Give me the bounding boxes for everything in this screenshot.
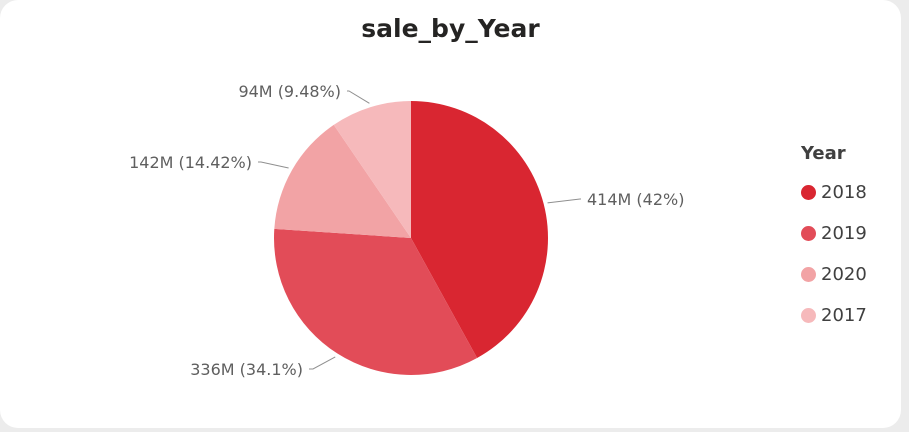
legend-label: 2017 xyxy=(821,305,867,326)
legend-item-2018[interactable]: 2018 xyxy=(801,172,867,213)
legend-items: 2018 2019 2020 2017 xyxy=(801,172,867,336)
legend: Year 2018 2019 2020 2017 xyxy=(801,143,867,336)
data-label-2018: 414M (42%) xyxy=(587,190,684,209)
data-label-2019: 336M (34.1%) xyxy=(190,360,303,379)
legend-item-2019[interactable]: 2019 xyxy=(801,213,867,254)
legend-swatch xyxy=(801,226,816,241)
legend-item-2020[interactable]: 2020 xyxy=(801,254,867,295)
legend-swatch xyxy=(801,185,816,200)
legend-label: 2020 xyxy=(821,264,867,285)
legend-item-2017[interactable]: 2017 xyxy=(801,295,867,336)
data-label-2020: 142M (14.42%) xyxy=(129,153,252,172)
legend-title: Year xyxy=(801,143,867,164)
legend-label: 2018 xyxy=(821,182,867,203)
legend-swatch xyxy=(801,308,816,323)
leader-line-2019 xyxy=(309,357,335,369)
leader-line-2018 xyxy=(548,199,581,203)
leader-line-2020 xyxy=(258,162,289,168)
data-label-2017: 94M (9.48%) xyxy=(238,82,341,101)
leader-line-2017 xyxy=(347,91,369,103)
legend-swatch xyxy=(801,267,816,282)
legend-label: 2019 xyxy=(821,223,867,244)
